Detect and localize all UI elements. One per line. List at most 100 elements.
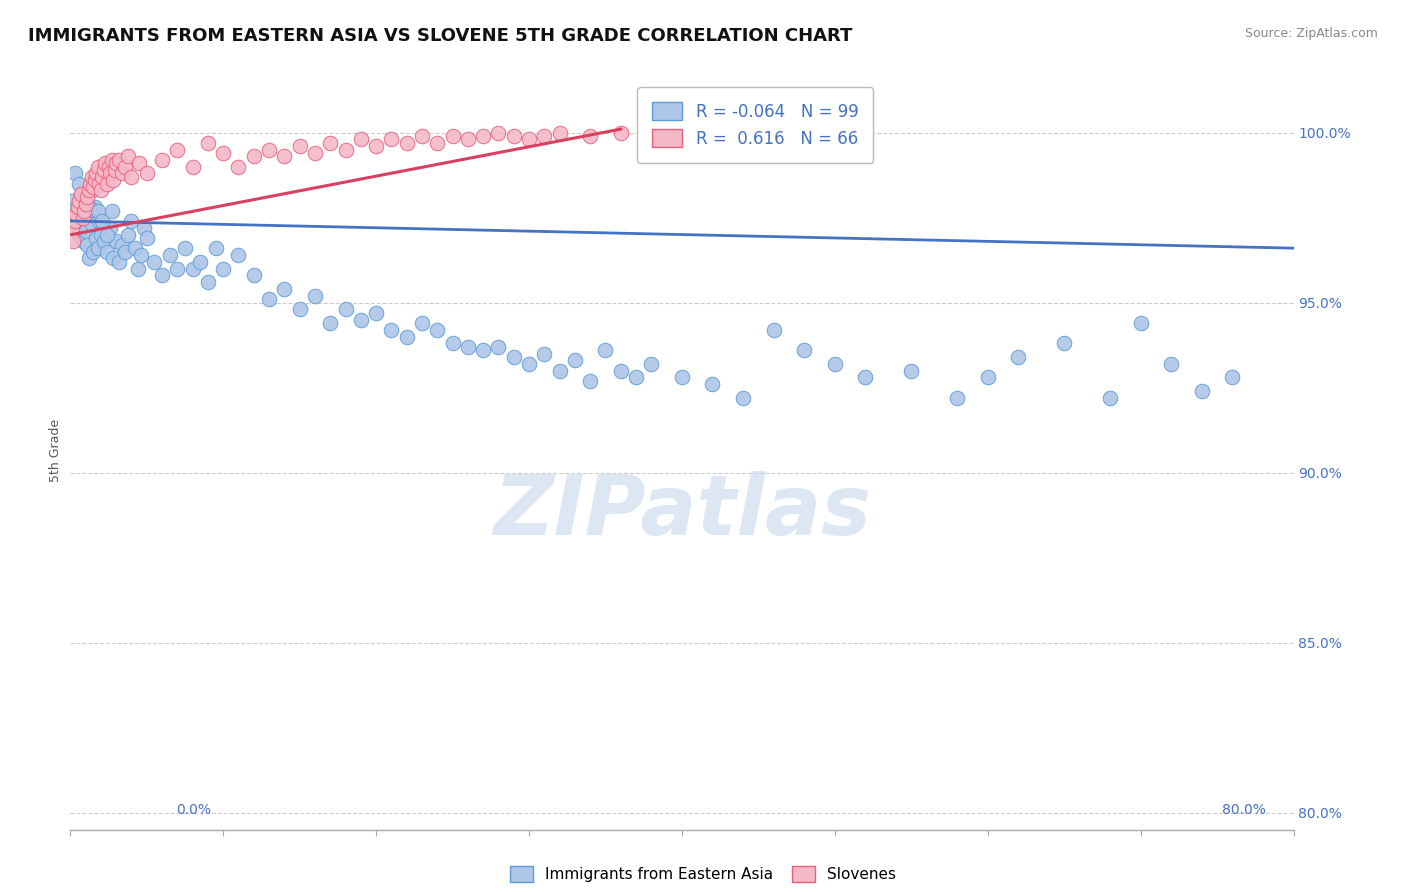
Point <box>108 254 131 268</box>
Point <box>204 241 226 255</box>
Point <box>135 166 157 180</box>
Point <box>62 207 84 221</box>
Point <box>96 177 118 191</box>
Point <box>257 292 280 306</box>
Point <box>150 153 173 167</box>
Point <box>94 156 117 170</box>
Point <box>304 289 326 303</box>
Point <box>441 128 464 143</box>
Point <box>426 323 449 337</box>
Point <box>111 166 134 180</box>
Point <box>75 197 97 211</box>
Point <box>1129 316 1152 330</box>
Point <box>548 363 571 377</box>
Point <box>579 128 602 143</box>
Point <box>855 370 877 384</box>
Point <box>366 139 388 153</box>
Legend: Immigrants from Eastern Asia, Slovenes: Immigrants from Eastern Asia, Slovenes <box>502 858 904 890</box>
Point <box>411 316 433 330</box>
Point <box>82 244 104 259</box>
Point <box>87 203 110 218</box>
Text: IMMIGRANTS FROM EASTERN ASIA VS SLOVENE 5TH GRADE CORRELATION CHART: IMMIGRANTS FROM EASTERN ASIA VS SLOVENE … <box>28 27 852 45</box>
Point <box>335 302 357 317</box>
Point <box>228 160 250 174</box>
Point <box>121 169 143 184</box>
Point <box>105 235 128 249</box>
Point <box>90 183 112 197</box>
Point <box>380 323 402 337</box>
Point <box>395 136 418 150</box>
Point <box>288 139 311 153</box>
Point <box>166 261 188 276</box>
Point <box>87 241 110 255</box>
Point <box>426 136 449 150</box>
Point <box>83 173 105 187</box>
Text: 0.0%: 0.0% <box>176 803 211 817</box>
Point <box>114 160 136 174</box>
Point <box>66 200 89 214</box>
Point <box>101 173 124 187</box>
Point <box>91 169 114 184</box>
Point <box>197 136 219 150</box>
Point <box>69 177 91 191</box>
Point <box>72 235 94 249</box>
Point <box>457 340 479 354</box>
Point <box>273 282 295 296</box>
Point <box>65 200 87 214</box>
Point <box>70 186 93 201</box>
Point <box>84 166 107 180</box>
Point <box>900 363 922 377</box>
Point <box>166 143 188 157</box>
Point <box>129 248 152 262</box>
Point <box>97 160 120 174</box>
Point <box>60 194 83 208</box>
Point <box>111 237 134 252</box>
Point <box>380 132 402 146</box>
Point <box>117 227 139 242</box>
Point <box>488 126 510 140</box>
Point <box>212 261 235 276</box>
Point <box>181 261 204 276</box>
Point <box>84 231 107 245</box>
Point <box>104 163 127 178</box>
Point <box>62 235 84 249</box>
Point <box>80 169 103 184</box>
Point <box>273 149 295 163</box>
Point <box>502 350 524 364</box>
Point <box>135 231 157 245</box>
Point <box>243 149 266 163</box>
Point <box>610 363 633 377</box>
Point <box>73 186 96 201</box>
Point <box>73 211 96 225</box>
Point <box>702 377 724 392</box>
Point <box>89 177 111 191</box>
Point <box>82 183 104 197</box>
Point <box>114 244 136 259</box>
Point <box>640 357 662 371</box>
Point <box>159 248 181 262</box>
Point <box>257 143 280 157</box>
Point <box>100 153 122 167</box>
Point <box>181 160 204 174</box>
Point <box>793 343 815 358</box>
Point <box>70 186 93 201</box>
Point <box>69 194 91 208</box>
Point <box>101 252 124 266</box>
Point <box>564 353 586 368</box>
Point <box>319 316 342 330</box>
Point <box>228 248 250 262</box>
Point <box>69 227 91 242</box>
Point <box>132 220 155 235</box>
Point <box>366 306 388 320</box>
Point <box>488 340 510 354</box>
Point <box>91 214 114 228</box>
Point <box>96 227 118 242</box>
Point <box>98 220 121 235</box>
Point <box>1191 384 1213 398</box>
Point <box>80 218 103 232</box>
Point <box>127 261 149 276</box>
Point <box>82 180 104 194</box>
Point <box>66 214 89 228</box>
Point <box>105 156 128 170</box>
Point <box>197 275 219 289</box>
